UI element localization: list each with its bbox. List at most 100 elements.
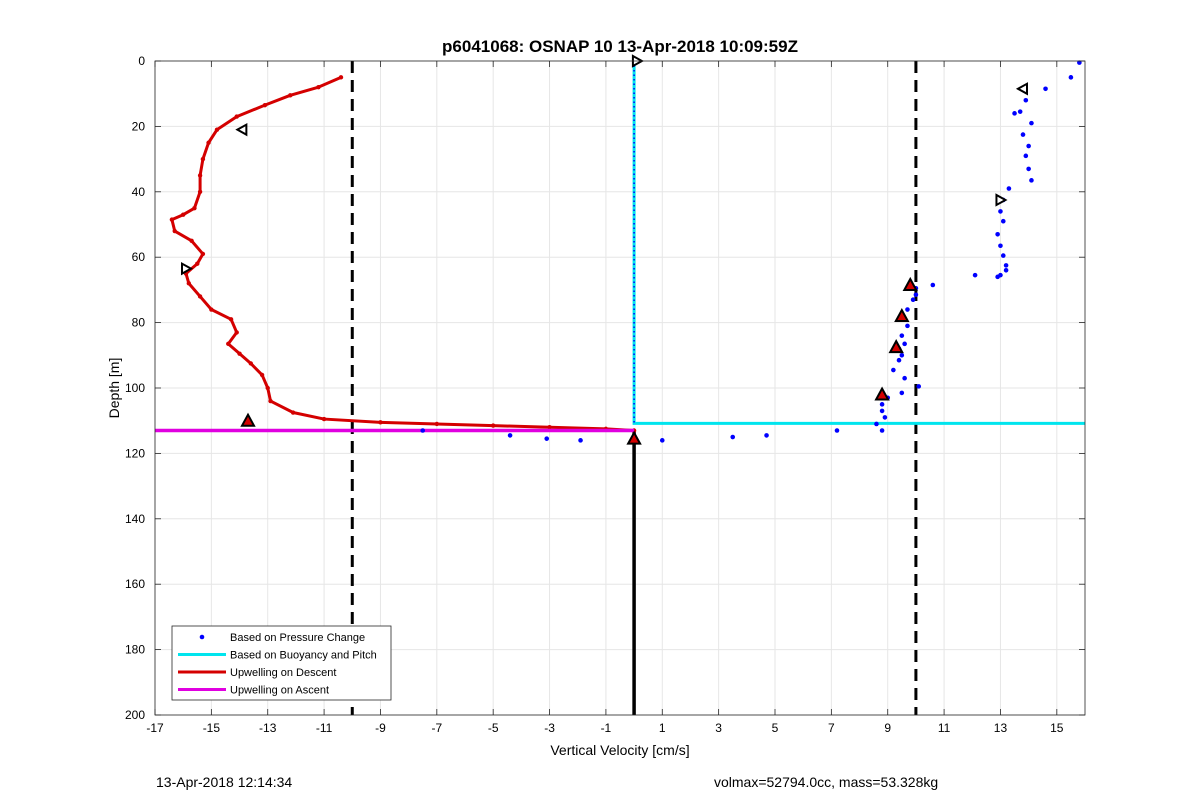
red-triangle-marker xyxy=(894,307,910,323)
series-descent-point xyxy=(290,410,296,415)
x-tick-label: -17 xyxy=(146,721,164,735)
footer-volmax-mass: volmax=52794.0cc, mass=53.328kg xyxy=(714,774,939,790)
legend-label: Based on Buoyancy and Pitch xyxy=(230,650,377,662)
legend: Based on Pressure Change Based on Buoyanc… xyxy=(171,625,392,701)
series-descent-point xyxy=(189,238,194,244)
series-descent-point xyxy=(316,84,321,90)
series-descent-point xyxy=(262,102,268,108)
y-tick-label: 100 xyxy=(125,381,145,395)
series-pressure-point xyxy=(1068,75,1074,80)
series-descent-point xyxy=(200,251,206,257)
legend-label: Based on Pressure Change xyxy=(230,632,365,644)
series-pressure-point xyxy=(1012,111,1017,116)
series-pressure-point xyxy=(544,436,550,441)
series-descent-point xyxy=(209,307,214,312)
y-tick-label: 60 xyxy=(132,250,146,264)
series-pressure-point xyxy=(916,384,922,389)
series-pressure-point xyxy=(899,333,905,338)
series-pressure-point xyxy=(1023,97,1029,103)
series-pressure-point xyxy=(879,428,885,433)
x-tick-label: 3 xyxy=(715,721,722,735)
series-descent-point xyxy=(195,261,200,266)
series-descent-point xyxy=(265,385,270,391)
series-descent-point xyxy=(214,127,220,132)
x-axis-label: Vertical Velocity [cm/s] xyxy=(550,742,689,758)
series-descent-point xyxy=(259,372,265,378)
red-triangle-marker xyxy=(626,430,642,445)
x-tick-label: -7 xyxy=(431,721,442,735)
x-tick-label: -11 xyxy=(316,721,333,735)
left-triangle-marker xyxy=(235,122,248,137)
series-pressure-point xyxy=(972,272,978,278)
series-pressure-point xyxy=(891,367,896,373)
markers-layer xyxy=(181,54,1028,445)
series-descent-point xyxy=(172,228,177,234)
series-descent-point xyxy=(434,421,440,427)
series-pressure-point xyxy=(910,297,916,303)
series-pressure-point xyxy=(1000,253,1006,258)
x-tick-label: 11 xyxy=(938,721,951,735)
red-triangle-marker xyxy=(902,276,918,291)
series-buoyancy-line xyxy=(632,61,1085,425)
red-triangle-marker xyxy=(874,386,890,401)
y-tick-label: 20 xyxy=(132,119,146,133)
right-triangle-marker xyxy=(995,193,1008,207)
x-tick-label: 7 xyxy=(828,721,835,735)
y-tick-label: 180 xyxy=(125,643,145,657)
series-pressure-point xyxy=(1043,86,1048,92)
series-pressure-point xyxy=(1017,109,1023,114)
legend-symbol-points xyxy=(199,634,205,640)
series-descent-point xyxy=(288,93,293,98)
series-descent-point xyxy=(180,212,186,217)
series-pressure-point xyxy=(899,353,905,358)
series-descent-point xyxy=(192,205,197,211)
series-pressure-point xyxy=(1000,218,1006,224)
series-descent-point xyxy=(321,416,327,422)
series-pressure-point xyxy=(995,232,1000,237)
red-triangle-marker xyxy=(888,339,904,354)
series-pressure-point xyxy=(874,421,879,427)
series-pressure-point xyxy=(1029,120,1034,126)
reference-lines xyxy=(350,61,918,715)
series-pressure-point xyxy=(659,438,665,443)
x-tick-label: 13 xyxy=(994,721,1008,735)
x-tick-label: 9 xyxy=(884,721,891,735)
series-descent-point xyxy=(268,398,273,404)
legend-box xyxy=(171,625,392,701)
series-descent-point xyxy=(197,189,203,194)
series-descent-point xyxy=(490,423,496,428)
series-pressure-point xyxy=(930,282,936,288)
y-tick-label: 80 xyxy=(132,316,146,330)
left-triangle-marker xyxy=(1015,82,1028,96)
y-tick-label: 120 xyxy=(125,446,145,460)
series-descent-point xyxy=(248,361,254,366)
series-descent-point xyxy=(206,140,211,145)
chart-title: p6041068: OSNAP 10 13-Apr-2018 10:09:59Z xyxy=(442,37,798,56)
legend-label: Upwelling on Descent xyxy=(230,667,336,679)
y-axis-label: Depth [m] xyxy=(106,358,122,419)
series-descent-point xyxy=(169,217,175,222)
x-tick-label: -13 xyxy=(259,721,277,735)
series-descent-point xyxy=(234,114,239,119)
x-tick-label: 5 xyxy=(772,721,779,735)
y-tick-label: 140 xyxy=(125,512,145,526)
series-pressure-point xyxy=(1077,60,1082,65)
x-tick-label: -15 xyxy=(203,721,221,735)
series-pressure-point xyxy=(902,341,907,347)
series-pressure-point xyxy=(420,428,426,433)
series-pressure-point xyxy=(896,357,902,363)
series-pressure-point xyxy=(998,209,1003,214)
y-tick-label: 160 xyxy=(125,577,145,591)
ticks: -17 -15 -13 -11 -9 -7 -5 -3 -1 1 3 5 7 9 11 13 150204060… xyxy=(125,54,1085,735)
series-pressure-point xyxy=(578,438,583,443)
series-layer xyxy=(155,60,1085,443)
series-pressure-point xyxy=(913,292,919,298)
series-pressure-point xyxy=(1003,263,1009,268)
series-pressure-point xyxy=(998,243,1003,249)
x-tick-label: 15 xyxy=(1050,721,1064,735)
series-pressure-point xyxy=(730,434,736,440)
red-triangle-marker xyxy=(240,412,256,427)
y-tick-label: 200 xyxy=(125,708,145,722)
series-pressure-point xyxy=(1026,143,1031,149)
